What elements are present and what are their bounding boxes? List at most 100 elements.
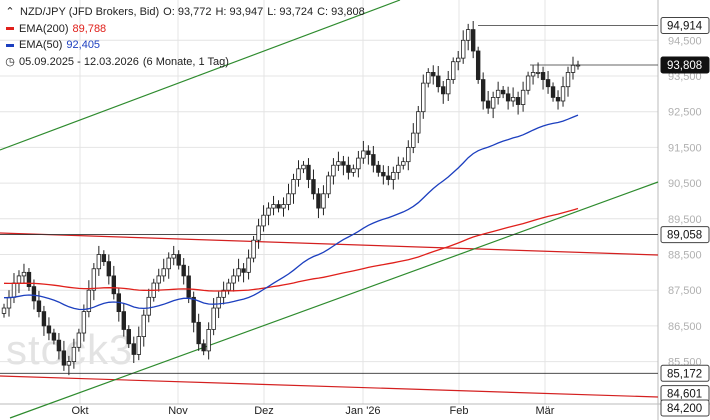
candle-body bbox=[246, 257, 251, 273]
y-tick-label: 94,500 bbox=[668, 35, 702, 47]
legend-high: H: 93,947 bbox=[215, 6, 264, 18]
candle-body bbox=[96, 254, 102, 270]
price-label-text: 84,200 bbox=[667, 403, 702, 415]
trendline-lower bbox=[9, 181, 659, 419]
channel-lower-line bbox=[0, 375, 659, 398]
candle-body bbox=[321, 193, 326, 209]
candle-body bbox=[515, 97, 521, 105]
legend-symbol: NZD/JPY (JFD Brokers, Bid) bbox=[20, 6, 160, 18]
candle-body bbox=[555, 97, 561, 102]
candle-body bbox=[71, 346, 77, 362]
x-tick-label: Okt bbox=[71, 405, 88, 417]
candle-body bbox=[221, 289, 226, 298]
candle-body bbox=[456, 57, 461, 63]
candle-body bbox=[21, 271, 27, 277]
legend-range: 05.09.2025 - 12.03.2026 bbox=[19, 55, 139, 68]
candle-body bbox=[550, 86, 556, 98]
candle-body bbox=[256, 225, 261, 241]
candle-body bbox=[251, 239, 256, 259]
legend-low: L: 93,724 bbox=[267, 6, 314, 18]
candle-body bbox=[86, 289, 92, 313]
candle-body bbox=[16, 275, 22, 284]
chevron-up-icon[interactable]: ⌃ bbox=[5, 6, 15, 18]
candle-body bbox=[386, 175, 391, 180]
y-tick-label: 92,500 bbox=[668, 107, 702, 119]
candle-body bbox=[371, 154, 376, 166]
candle-body bbox=[475, 50, 481, 80]
candle-body bbox=[441, 86, 446, 95]
candle-body bbox=[171, 254, 176, 259]
candle-body bbox=[211, 307, 216, 330]
candle-body bbox=[485, 100, 491, 109]
candle-body bbox=[136, 336, 141, 355]
candle-body bbox=[331, 164, 336, 177]
candle-body bbox=[76, 332, 82, 348]
candle-body bbox=[126, 329, 131, 345]
candle-body bbox=[316, 193, 321, 209]
candle-body bbox=[510, 97, 516, 102]
candle-body bbox=[311, 179, 316, 195]
candle-body bbox=[41, 311, 47, 327]
candle-body bbox=[26, 271, 32, 288]
legend-range-row[interactable]: ◷ 05.09.2025 - 12.03.2026 (6 Monate, 1 T… bbox=[4, 54, 369, 71]
candle-body bbox=[421, 82, 426, 113]
candle-body bbox=[61, 350, 67, 366]
candle-body bbox=[416, 111, 421, 134]
candle-body bbox=[291, 179, 296, 195]
candle-body bbox=[31, 286, 37, 302]
candle-body bbox=[565, 72, 571, 88]
candle-body bbox=[101, 254, 107, 263]
candle-body bbox=[296, 168, 301, 180]
candle-body bbox=[111, 275, 117, 295]
candle-body bbox=[560, 86, 566, 102]
candle-body bbox=[396, 164, 401, 173]
candle-body bbox=[530, 72, 536, 77]
candle-body bbox=[346, 164, 351, 173]
candle-body bbox=[490, 97, 496, 109]
legend-close: C: 93,808 bbox=[317, 6, 365, 18]
candle-body bbox=[465, 29, 471, 41]
candle-body bbox=[495, 89, 501, 98]
candle-body bbox=[446, 79, 451, 95]
ema50-swatch bbox=[6, 43, 14, 47]
candle-body bbox=[176, 254, 181, 266]
candle-body bbox=[206, 329, 211, 352]
candle-body bbox=[231, 275, 236, 284]
candle-body bbox=[106, 261, 112, 277]
y-tick-label: 89,500 bbox=[668, 214, 702, 226]
candle-body bbox=[46, 325, 52, 334]
candle-body bbox=[540, 72, 546, 80]
x-tick-label: Feb bbox=[450, 405, 469, 417]
candle-body bbox=[281, 204, 286, 209]
candle-body bbox=[306, 164, 311, 180]
candle-body bbox=[156, 275, 161, 284]
y-tick-label: 86,500 bbox=[668, 321, 702, 333]
candle-body bbox=[525, 75, 531, 91]
candle-body bbox=[166, 257, 171, 270]
candle-body bbox=[186, 275, 191, 298]
candle-body bbox=[336, 161, 341, 166]
candle-body bbox=[436, 75, 441, 88]
candle-body bbox=[460, 39, 466, 59]
y-tick-label: 93,500 bbox=[668, 71, 702, 83]
candle-body bbox=[66, 361, 72, 366]
ema50-line bbox=[4, 114, 579, 311]
price-label-box bbox=[660, 226, 710, 244]
legend-ema50-row[interactable]: EMA(50) 92,405 bbox=[4, 37, 369, 54]
ema200-swatch bbox=[6, 27, 14, 31]
price-label-text: 94,914 bbox=[667, 21, 703, 33]
candle-body bbox=[361, 150, 366, 159]
candle-body bbox=[121, 311, 126, 330]
candle-body bbox=[216, 296, 221, 309]
legend-open: O: 93,772 bbox=[163, 6, 212, 18]
candle-body bbox=[505, 93, 511, 102]
candle-body bbox=[276, 204, 281, 209]
legend-ema200-row[interactable]: EMA(200) 89,788 bbox=[4, 21, 369, 38]
price-label-box bbox=[660, 399, 710, 417]
candle-body bbox=[406, 146, 411, 163]
price-label-text: 89,058 bbox=[667, 230, 702, 242]
x-tick-label: Mär bbox=[536, 405, 555, 417]
ema200-line bbox=[3, 207, 579, 292]
